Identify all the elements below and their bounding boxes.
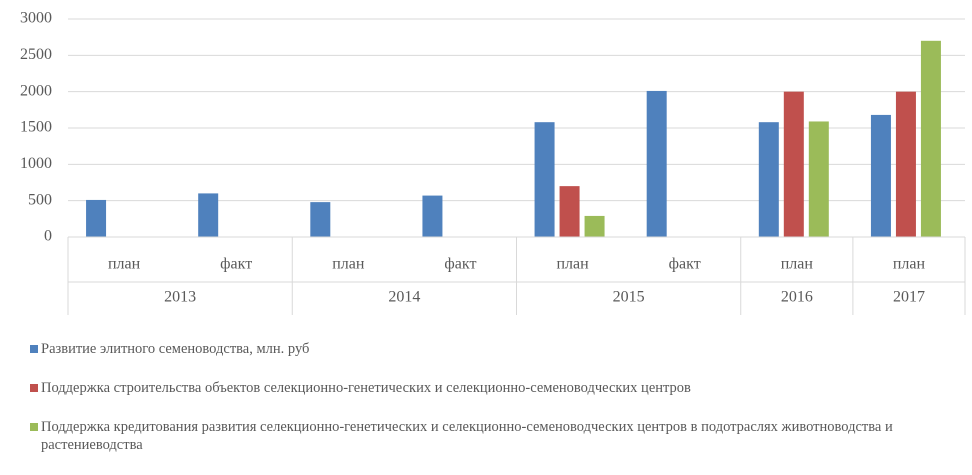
legend-swatch	[30, 423, 38, 431]
y-tick-label: 2000	[20, 82, 52, 99]
bar	[559, 186, 580, 237]
legend-entry: Поддержка строительства объектов селекци…	[30, 379, 960, 397]
legend-entry: Поддержка кредитования развития селекцио…	[30, 418, 960, 454]
bar	[870, 114, 891, 237]
legend-label: Поддержка строительства объектов селекци…	[41, 380, 691, 396]
group-label: 2016	[781, 289, 813, 306]
legend: Развитие элитного семеноводства, млн. ру…	[30, 340, 960, 475]
x-tick-label: факт	[444, 256, 476, 273]
bar	[895, 91, 916, 238]
bar	[758, 122, 779, 237]
y-tick-label: 2500	[20, 46, 52, 63]
bar	[920, 40, 941, 237]
bar	[783, 91, 804, 238]
legend-label: Поддержка кредитования развития селекцио…	[41, 419, 893, 453]
legend-label: Развитие элитного семеноводства, млн. ру…	[41, 341, 310, 357]
bar	[422, 195, 443, 237]
y-tick-label: 1500	[20, 119, 52, 136]
bar	[534, 122, 555, 237]
x-tick-label: факт	[220, 256, 252, 273]
x-tick-label: план	[108, 256, 141, 273]
x-tick-label: план	[556, 256, 589, 273]
bar	[86, 199, 107, 237]
group-label: 2013	[164, 289, 196, 306]
x-tick-label: факт	[669, 256, 701, 273]
y-tick-label: 3000	[20, 10, 52, 27]
chart: 0 500 1000 1500 2000 2500 3000 план факт план факт…	[20, 10, 966, 315]
legend-swatch	[30, 384, 38, 392]
bar	[584, 215, 605, 237]
y-tick-label: 0	[44, 228, 52, 245]
bar	[198, 193, 219, 237]
group-label: 2015	[613, 289, 645, 306]
y-tick-label: 1000	[20, 155, 52, 172]
legend-swatch	[30, 345, 38, 353]
legend-entry: Развитие элитного семеноводства, млн. ру…	[30, 340, 960, 358]
x-tick-label: план	[893, 256, 926, 273]
y-tick-label: 500	[28, 191, 52, 208]
bar	[310, 202, 331, 237]
bar	[646, 90, 667, 237]
bar	[808, 121, 829, 237]
x-tick-label: план	[332, 256, 365, 273]
x-tick-label: план	[781, 256, 814, 273]
group-label: 2014	[388, 289, 420, 306]
group-label: 2017	[893, 289, 925, 306]
